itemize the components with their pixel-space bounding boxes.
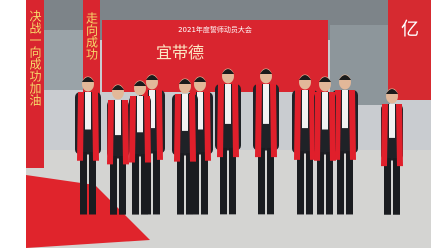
sash (92, 92, 99, 161)
sash (122, 100, 129, 164)
leg (326, 152, 333, 215)
leg (89, 152, 96, 215)
sash (329, 92, 336, 161)
sash (129, 96, 136, 163)
shirt (85, 92, 91, 130)
leg (132, 154, 139, 215)
sash (156, 90, 163, 160)
shirt (263, 84, 269, 124)
shirt (389, 104, 395, 138)
sash (349, 90, 356, 160)
sash (204, 92, 211, 161)
backdrop-title: 2021年度誓师动员大会 (178, 25, 252, 34)
leg (337, 151, 344, 215)
leg (119, 156, 126, 215)
leg (346, 151, 353, 215)
sash (270, 84, 277, 157)
leg (267, 148, 274, 215)
sash (232, 84, 239, 157)
leg (220, 148, 227, 215)
sash (189, 94, 196, 162)
shirt (225, 84, 231, 124)
leg (317, 152, 324, 215)
sash (107, 100, 114, 164)
leg (384, 158, 391, 215)
leg (153, 151, 160, 215)
shirt (322, 92, 328, 130)
sash (217, 84, 224, 157)
sash (396, 104, 403, 166)
leg (297, 151, 304, 215)
leg (141, 154, 148, 215)
middle-banner-text: 走向成功 (85, 12, 99, 60)
leg (110, 156, 117, 215)
sash (174, 94, 181, 162)
shirt (182, 94, 188, 131)
leg (258, 148, 265, 215)
leg (177, 153, 184, 215)
leg (186, 153, 193, 215)
sash (144, 96, 151, 163)
sash (294, 90, 301, 160)
leg (80, 152, 87, 215)
shirt (137, 96, 143, 132)
shirt (342, 90, 348, 128)
sash (314, 92, 321, 161)
shirt (115, 100, 121, 135)
leg (229, 148, 236, 215)
leg (201, 152, 208, 215)
sash (77, 92, 84, 161)
sash (255, 84, 262, 157)
backdrop-calligraphy: 宜带德 (156, 43, 204, 62)
right-banner (388, 0, 431, 100)
right-banner-text: 亿 (401, 19, 419, 40)
left-banner-text: 决战一向成功加油 (28, 10, 42, 106)
shirt (302, 90, 308, 128)
sash (381, 104, 388, 166)
photo: 2021年度誓师动员大会 宜带德 决战一向成功加油 走向成功 亿 (0, 0, 431, 248)
leg (393, 158, 400, 215)
leg (306, 151, 313, 215)
